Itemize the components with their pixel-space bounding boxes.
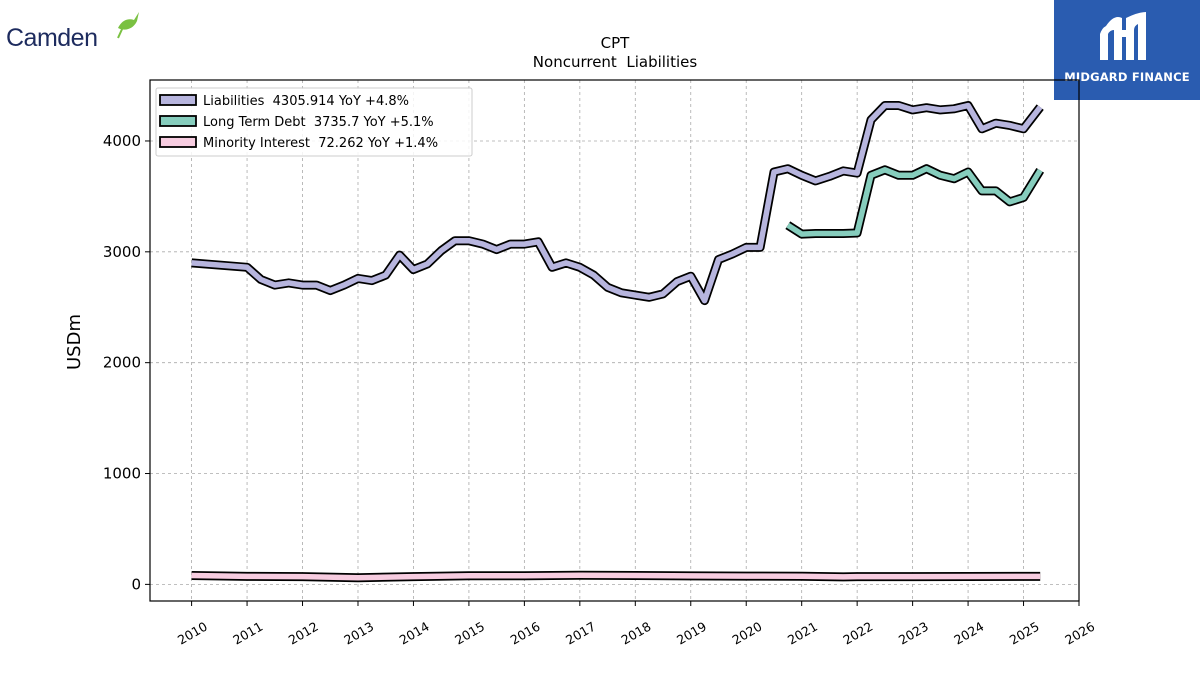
legend: Liabilities 4305.914 YoY +4.8% Long Term … <box>155 87 473 157</box>
legend-box <box>155 87 473 157</box>
series-line-long-term-debt <box>786 165 1043 237</box>
series-line-liabilities <box>191 102 1043 304</box>
y-tick-label: 2000 <box>103 354 141 372</box>
x-tick-label: 2019 <box>674 619 709 648</box>
y-tick-label: 4000 <box>103 132 141 150</box>
y-tick-label: 0 <box>131 575 141 593</box>
x-tick-label: 2010 <box>175 619 210 648</box>
brand-mark-icon <box>1100 12 1146 60</box>
brand-logo: MIDGARD FINANCE <box>1054 0 1200 100</box>
plot-frame <box>149 79 1080 602</box>
x-tick-label: 2020 <box>729 619 764 648</box>
x-tick-label: 2013 <box>341 619 376 648</box>
x-tick-label: 2026 <box>1062 619 1097 648</box>
legend-label-long-term-debt: Long Term Debt 3735.7 YoY +5.1% <box>203 115 434 130</box>
legend-swatch-liabilities <box>159 94 197 106</box>
bird-tail-icon <box>117 26 124 39</box>
x-tick-label: 2018 <box>619 619 654 648</box>
legend-label-minority-interest: Minority Interest 72.262 YoY +1.4% <box>203 136 438 151</box>
axis-ticks: 2010 2011 2012 2013 2014 2015 2016 2017 2018 2019… <box>103 132 1098 648</box>
company-logo: Camden <box>6 12 139 52</box>
series-group <box>191 101 1045 583</box>
bird-icon <box>118 12 139 30</box>
y-tick-label: 3000 <box>103 243 141 261</box>
brand-name: MIDGARD FINANCE <box>1064 70 1190 84</box>
y-axis-label: USDm <box>64 314 85 370</box>
x-tick-label: 2022 <box>840 619 875 648</box>
x-tick-label: 2023 <box>896 619 931 648</box>
legend-label-liabilities: Liabilities 4305.914 YoY +4.8% <box>203 94 409 109</box>
x-tick-label: 2017 <box>563 619 598 648</box>
series-line-minority-interest <box>191 572 1041 581</box>
y-tick-label: 1000 <box>103 465 141 483</box>
x-tick-label: 2011 <box>230 619 265 648</box>
company-logo-text: Camden <box>6 24 98 52</box>
x-tick-label: 2025 <box>1007 619 1042 648</box>
x-tick-label: 2021 <box>785 619 820 648</box>
x-tick-label: 2024 <box>951 619 986 648</box>
legend-swatch-minority-interest <box>159 136 197 148</box>
x-tick-label: 2014 <box>397 619 432 648</box>
x-tick-label: 2015 <box>452 619 487 648</box>
chart-title: CPT <box>601 34 631 52</box>
chart-subtitle: Noncurrent Liabilities <box>533 53 698 71</box>
x-tick-label: 2016 <box>508 619 543 648</box>
grid <box>150 80 1080 601</box>
x-tick-label: 2012 <box>286 619 321 648</box>
legend-swatch-long-term-debt <box>159 115 197 127</box>
